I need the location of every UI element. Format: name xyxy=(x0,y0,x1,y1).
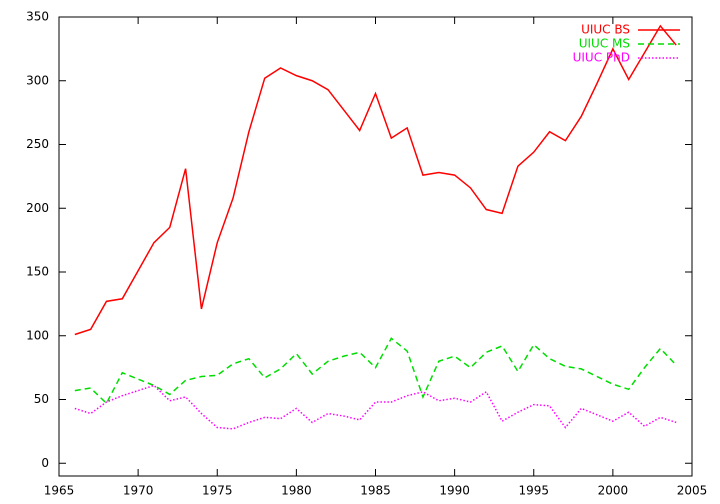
y-tick-label: 100 xyxy=(26,328,49,342)
y-tick-label: 300 xyxy=(26,73,49,87)
x-tick-label: 1990 xyxy=(439,484,470,498)
legend-label: UIUC BS xyxy=(581,23,630,37)
x-tick-label: 1970 xyxy=(123,484,154,498)
x-tick-label: 1975 xyxy=(202,484,233,498)
y-tick-label: 350 xyxy=(26,10,49,24)
x-tick-label: 1985 xyxy=(360,484,391,498)
legend-label: UIUC MS xyxy=(579,37,630,51)
x-tick-label: 1965 xyxy=(44,484,75,498)
x-tick-label: 1980 xyxy=(281,484,312,498)
x-tick-label: 2000 xyxy=(598,484,629,498)
y-tick-label: 150 xyxy=(26,265,49,279)
plot-frame xyxy=(58,16,693,477)
x-tick-label: 2005 xyxy=(677,484,708,498)
y-tick-label: 0 xyxy=(41,456,49,470)
y-tick-label: 200 xyxy=(26,201,49,215)
series-line xyxy=(74,384,677,430)
y-tick-label: 250 xyxy=(26,137,49,151)
series-line xyxy=(74,337,677,405)
legend-label: UIUC PhD xyxy=(573,51,630,65)
series-line xyxy=(74,24,677,336)
y-tick-label: 50 xyxy=(34,392,49,406)
x-tick-label: 1995 xyxy=(518,484,549,498)
